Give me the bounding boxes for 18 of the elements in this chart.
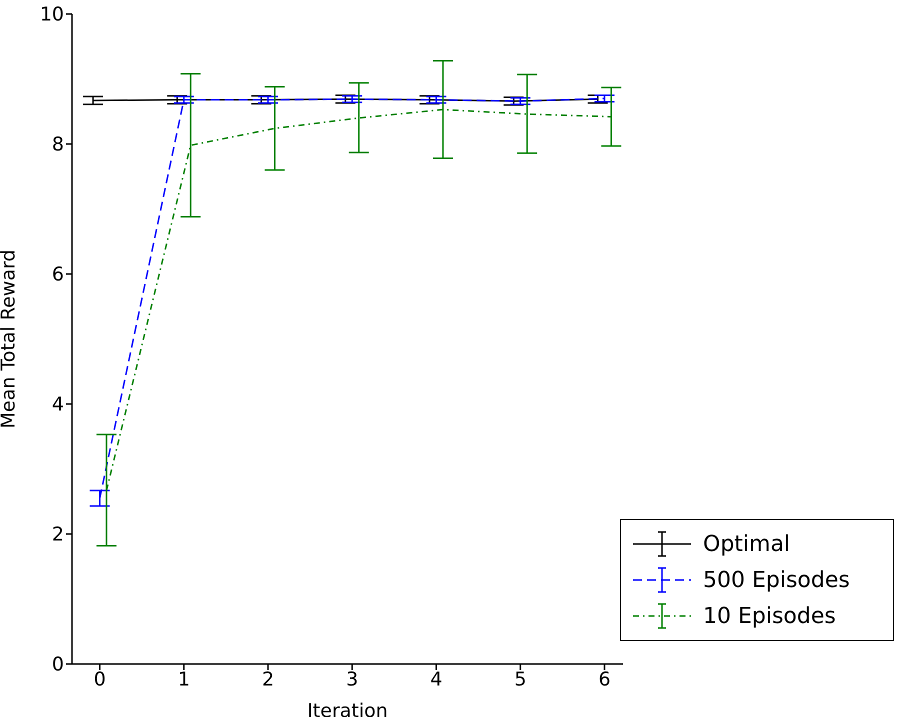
legend-label: Optimal xyxy=(703,532,790,556)
y-axis-title: Mean Total Reward xyxy=(0,250,20,428)
legend-label: 500 Episodes xyxy=(703,568,850,592)
y-tick-label: 8 xyxy=(52,134,64,156)
y-tick-label: 4 xyxy=(52,394,64,416)
y-tick-label: 6 xyxy=(52,264,64,286)
y-tick-label: 2 xyxy=(52,524,64,546)
x-tick-label: 3 xyxy=(346,668,358,690)
legend-label: 10 Episodes xyxy=(703,604,836,628)
x-tick-label: 2 xyxy=(262,668,274,690)
x-axis-title: Iteration xyxy=(307,700,388,717)
x-tick-label: 5 xyxy=(514,668,526,690)
y-tick-label: 10 xyxy=(40,4,64,26)
x-tick-label: 0 xyxy=(94,668,106,690)
x-tick-label: 6 xyxy=(598,668,611,690)
x-tick-label: 1 xyxy=(178,668,190,690)
x-tick-label: 4 xyxy=(430,668,442,690)
y-tick-label: 0 xyxy=(52,654,64,676)
